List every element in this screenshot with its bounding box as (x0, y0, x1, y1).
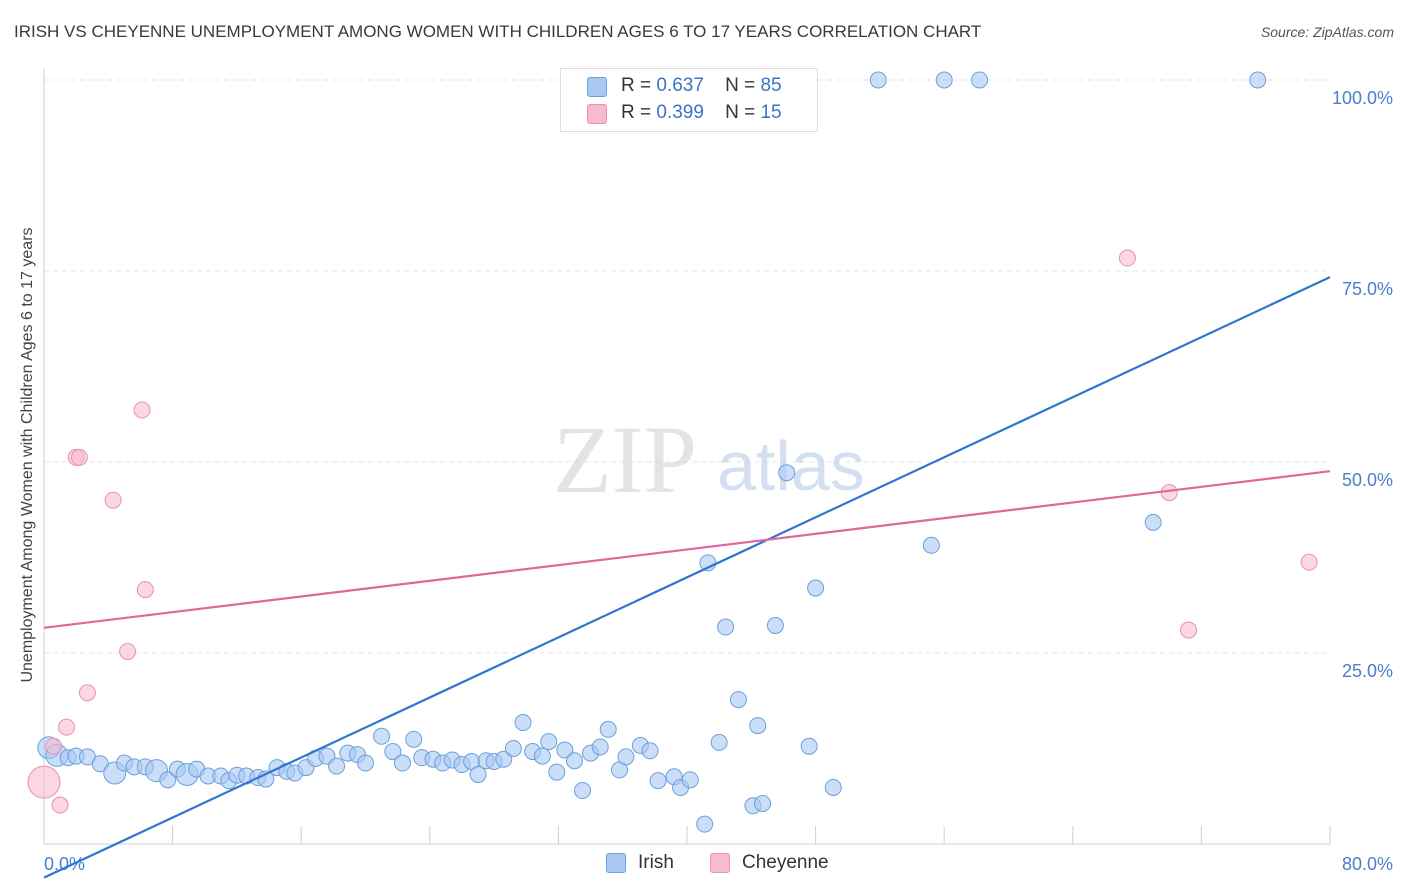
x-tick-label-min: 0.0% (44, 854, 85, 874)
irish-point (159, 771, 177, 789)
irish-stats: R = 0.637 N = 85 (621, 75, 782, 97)
irish-point (922, 536, 940, 554)
cheyenne-n-value: 15 (760, 102, 782, 123)
cheyenne-point (1160, 484, 1178, 502)
legend-irish-swatch (606, 853, 626, 873)
irish-point (935, 71, 953, 89)
irish-point (1144, 513, 1162, 531)
legend-item-irish: Irish (606, 852, 674, 874)
axes (43, 68, 1331, 845)
cheyenne-point (27, 765, 61, 799)
cheyenne-point (136, 581, 154, 599)
cheyenne-point (51, 796, 69, 814)
irish-point (495, 750, 513, 768)
irish-point (617, 748, 635, 766)
trend-lines (43, 276, 1331, 879)
watermark: ZIP atlas (553, 406, 865, 513)
y-tick-label: 100.0% (1332, 88, 1393, 108)
source-credit: Source: ZipAtlas.com (1260, 24, 1394, 40)
tick-labels: 100.0% 75.0% 50.0% 25.0% 0.0% 80.0% (44, 88, 1393, 874)
irish-swatch (587, 77, 607, 97)
y-tick-label: 75.0% (1342, 279, 1393, 299)
cheyenne-r-label: R = (621, 102, 652, 123)
irish-n-value: 85 (760, 75, 782, 96)
cheyenne-point (58, 718, 76, 736)
irish-point (824, 778, 842, 796)
irish-point (971, 71, 989, 89)
data-points (27, 71, 1318, 833)
irish-point (548, 763, 566, 781)
irish-point (749, 717, 767, 735)
irish-r-value: 0.637 (656, 75, 704, 96)
irish-point (328, 757, 346, 775)
cheyenne-point (104, 491, 122, 509)
cheyenne-point (119, 642, 137, 660)
irish-point (565, 752, 583, 770)
stats-legend: R = 0.637 N = 85 R = 0.399 N = 15 (560, 68, 818, 132)
cheyenne-point (1180, 621, 1198, 639)
irish-trend-line (43, 276, 1331, 879)
cheyenne-point (70, 448, 88, 466)
cheyenne-n-label: N = (725, 102, 756, 123)
irish-point (373, 727, 391, 745)
irish-point (514, 714, 532, 732)
irish-point (641, 742, 659, 760)
cheyenne-point (133, 401, 151, 419)
cheyenne-point (78, 684, 96, 702)
irish-point (540, 733, 558, 751)
watermark-zip: ZIP (553, 406, 697, 513)
irish-point (807, 579, 825, 597)
cheyenne-trend-line (43, 470, 1331, 629)
cheyenne-point (1300, 553, 1318, 571)
legend-irish-label: Irish (638, 852, 674, 873)
y-tick-label: 25.0% (1342, 661, 1393, 681)
irish-point (384, 743, 402, 761)
irish-point (649, 772, 667, 790)
legend-cheyenne-swatch (710, 853, 730, 873)
irish-point (754, 795, 772, 813)
cheyenne-stats: R = 0.399 N = 15 (621, 102, 782, 124)
irish-point (591, 738, 609, 756)
irish-point (696, 815, 714, 833)
cheyenne-swatch (587, 104, 607, 124)
irish-point (710, 733, 728, 751)
irish-point (717, 618, 735, 636)
irish-point (599, 720, 617, 738)
irish-point (574, 782, 592, 800)
x-tick-label-max: 80.0% (1342, 854, 1393, 874)
irish-point (533, 747, 551, 765)
irish-point (681, 771, 699, 789)
cheyenne-point (45, 737, 63, 755)
irish-point (729, 691, 747, 709)
irish-point (766, 616, 784, 634)
irish-point (393, 754, 411, 772)
y-tick-label: 50.0% (1342, 470, 1393, 490)
irish-point (556, 741, 574, 759)
cheyenne-point (1118, 249, 1136, 267)
irish-point (504, 740, 522, 757)
irish-point (800, 737, 818, 755)
cheyenne-r-value: 0.399 (656, 102, 704, 123)
irish-point (357, 754, 374, 772)
legend-item-cheyenne: Cheyenne (710, 852, 829, 874)
irish-r-label: R = (621, 75, 652, 96)
irish-point (778, 464, 796, 482)
legend-cheyenne-label: Cheyenne (742, 852, 829, 873)
irish-point (1249, 71, 1267, 89)
irish-n-label: N = (725, 75, 756, 96)
irish-point (869, 71, 887, 89)
irish-point (405, 730, 423, 748)
irish-point (469, 765, 487, 783)
chart-title: IRISH VS CHEYENNE UNEMPLOYMENT AMONG WOM… (14, 22, 982, 41)
